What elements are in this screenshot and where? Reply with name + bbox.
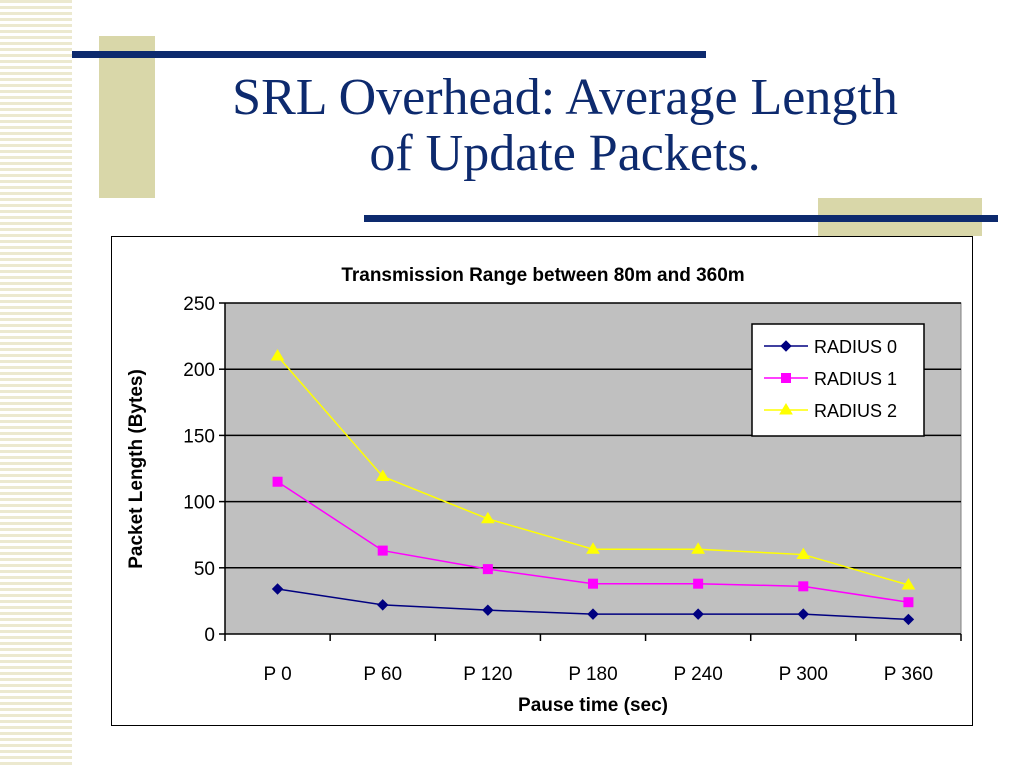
data-point-series-0 bbox=[482, 604, 494, 616]
y-tick-label: 200 bbox=[183, 360, 215, 381]
data-point-series-1 bbox=[588, 578, 598, 589]
title-accent-block-left bbox=[99, 36, 155, 198]
chart-frame: Transmission Range between 80m and 360m … bbox=[111, 236, 973, 726]
data-point-series-2 bbox=[691, 542, 706, 554]
data-point-series-1 bbox=[693, 578, 704, 589]
legend-marker-1 bbox=[781, 373, 791, 383]
legend-label-2: RADIUS 2 bbox=[814, 401, 897, 421]
x-axis-label: Pause time (sec) bbox=[518, 695, 668, 716]
title-rule-bottom bbox=[364, 215, 998, 222]
title-rule-top bbox=[72, 51, 706, 58]
slide-title-line-1: SRL Overhead: Average Length bbox=[232, 69, 898, 126]
data-point-series-0 bbox=[587, 608, 599, 620]
data-point-series-0 bbox=[797, 608, 809, 620]
legend-marker-0 bbox=[780, 340, 792, 352]
data-point-series-0 bbox=[377, 599, 389, 611]
data-point-series-2 bbox=[796, 547, 811, 560]
legend-marker-2 bbox=[779, 403, 793, 415]
side-stripes-decoration bbox=[0, 0, 72, 768]
line-chart: Transmission Range between 80m and 360m … bbox=[126, 265, 962, 716]
x-tick-label: P 120 bbox=[463, 664, 512, 685]
x-tick-label: P 180 bbox=[568, 664, 617, 685]
y-tick-label: 100 bbox=[183, 493, 215, 514]
x-tick-label: P 300 bbox=[779, 664, 828, 685]
x-tick-label: P 60 bbox=[363, 664, 402, 685]
data-point-series-1 bbox=[798, 581, 809, 592]
legend-label-0: RADIUS 0 bbox=[814, 337, 897, 357]
y-tick-label: 150 bbox=[183, 426, 215, 447]
y-tick-label: 0 bbox=[204, 625, 215, 646]
data-point-series-2 bbox=[375, 469, 390, 481]
x-tick-label: P 240 bbox=[673, 664, 722, 685]
legend-label-1: RADIUS 1 bbox=[814, 369, 897, 389]
data-point-series-1 bbox=[903, 597, 914, 608]
legend-box bbox=[751, 323, 925, 437]
data-point-series-2 bbox=[480, 511, 495, 524]
data-point-series-1 bbox=[272, 476, 283, 487]
y-axis-label: Packet Length (Bytes) bbox=[126, 369, 147, 569]
x-tick-label: P 0 bbox=[263, 664, 291, 685]
y-tick-label: 50 bbox=[194, 559, 215, 580]
chart-title: Transmission Range between 80m and 360m bbox=[341, 265, 744, 286]
y-tick-label: 250 bbox=[183, 294, 215, 315]
data-point-series-0 bbox=[692, 608, 704, 620]
data-point-series-0 bbox=[271, 583, 284, 595]
slide-title: SRL Overhead: Average Length of Update P… bbox=[130, 70, 1000, 182]
data-point-series-2 bbox=[270, 348, 285, 361]
data-point-series-2 bbox=[901, 578, 916, 590]
data-point-series-2 bbox=[586, 542, 600, 554]
slide-title-line-2: of Update Packets. bbox=[369, 125, 761, 182]
data-point-series-0 bbox=[902, 613, 915, 626]
x-tick-label: P 360 bbox=[884, 664, 933, 685]
data-point-series-1 bbox=[377, 545, 388, 556]
data-point-series-1 bbox=[482, 564, 493, 575]
